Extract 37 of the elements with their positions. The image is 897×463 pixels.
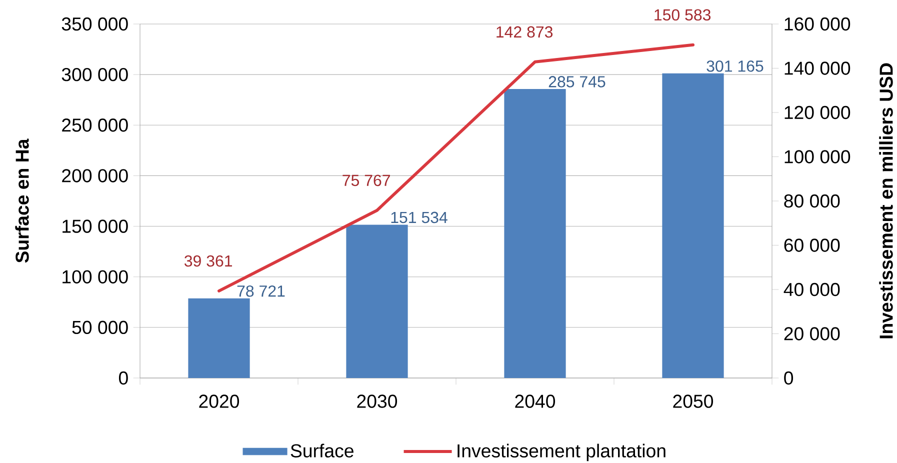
- y-tick-label: 350 000: [62, 17, 128, 31]
- y2-tick-label: 120 000: [784, 106, 850, 120]
- bar: [504, 88, 566, 378]
- x-tick-label: 2030: [357, 394, 398, 408]
- legend-label: Surface: [290, 444, 354, 458]
- data-label: 39 361: [184, 255, 232, 267]
- x-tick-label: 2050: [673, 394, 714, 408]
- data-label: 78 721: [237, 285, 285, 297]
- data-label: 151 534: [391, 212, 448, 224]
- y2-tick-label: 80 000: [784, 194, 840, 208]
- y2-tick-label: 20 000: [784, 327, 840, 340]
- y-tick-label: 100 000: [62, 270, 128, 284]
- y2-tick-label: 0: [784, 371, 794, 385]
- x-tick-label: 2020: [199, 394, 240, 408]
- data-label: 142 873: [496, 26, 553, 38]
- y2-tick-label: 60 000: [784, 238, 840, 252]
- data-label: 285 745: [548, 76, 606, 88]
- y2-tick-label: 100 000: [784, 150, 850, 164]
- y2-tick-label: 40 000: [784, 282, 840, 296]
- y-tick-label: 300 000: [62, 68, 128, 82]
- x-tick-label: 2040: [515, 394, 556, 408]
- legend-label: Investissement plantation: [458, 444, 666, 462]
- bar: [662, 73, 724, 378]
- data-label: 150 583: [654, 9, 711, 21]
- data-label: 75 767: [342, 174, 390, 186]
- bar: [346, 224, 408, 378]
- y2-tick-label: 140 000: [784, 62, 850, 75]
- y-tick-label: 150 000: [62, 220, 128, 233]
- y-tick-label: 50 000: [72, 320, 128, 334]
- y-tick-label: 200 000: [62, 169, 128, 182]
- y-tick-label: 250 000: [62, 118, 128, 132]
- bar: [188, 298, 250, 378]
- y-tick-label: 0: [118, 371, 128, 385]
- y-axis-title: Surface en Ha: [15, 138, 29, 263]
- data-label: 301 165: [706, 60, 764, 72]
- y2-tick-label: 160 000: [784, 17, 850, 31]
- y2-axis-title: Investissement en milliers USD: [879, 63, 893, 338]
